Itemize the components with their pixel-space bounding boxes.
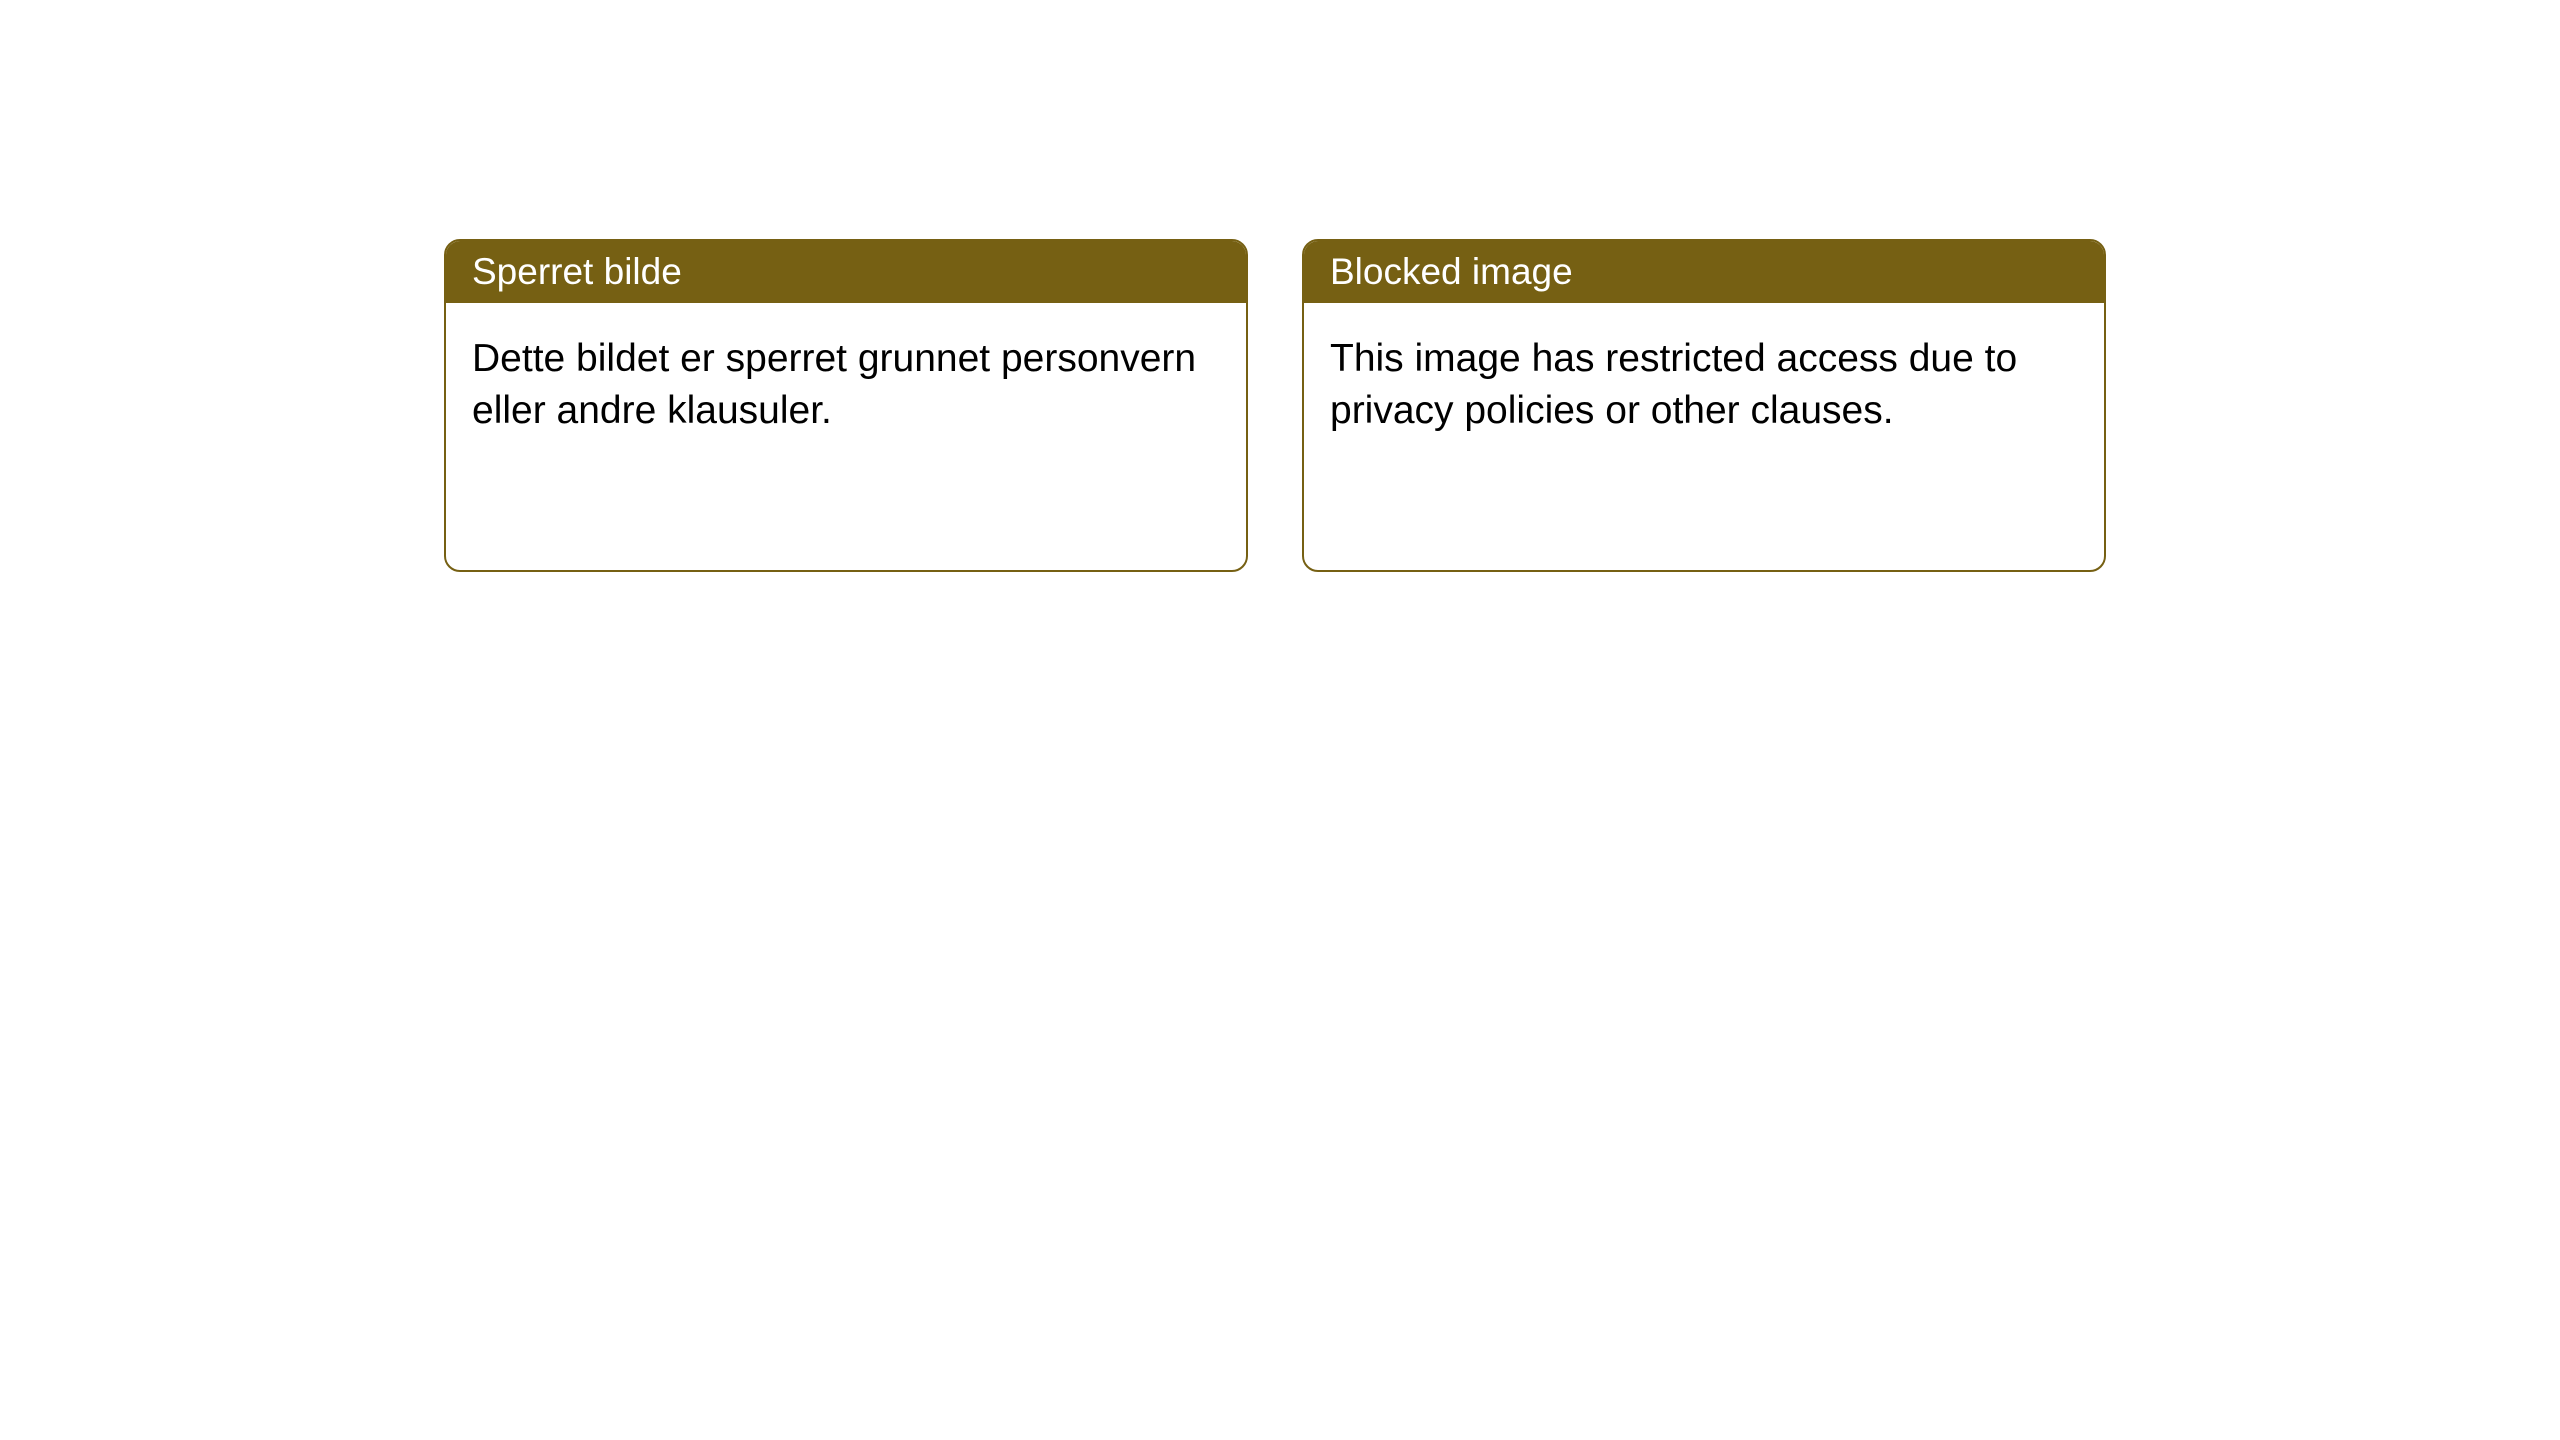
card-body: This image has restricted access due to … [1304,303,2104,467]
card-header: Sperret bilde [446,241,1246,303]
notice-card-english: Blocked image This image has restricted … [1302,239,2106,572]
card-header: Blocked image [1304,241,2104,303]
card-title: Blocked image [1330,251,1573,292]
card-body-text: Dette bildet er sperret grunnet personve… [472,337,1196,432]
card-title: Sperret bilde [472,251,682,292]
card-body-text: This image has restricted access due to … [1330,337,2017,432]
notice-container: Sperret bilde Dette bildet er sperret gr… [444,239,2106,572]
card-body: Dette bildet er sperret grunnet personve… [446,303,1246,467]
notice-card-norwegian: Sperret bilde Dette bildet er sperret gr… [444,239,1248,572]
